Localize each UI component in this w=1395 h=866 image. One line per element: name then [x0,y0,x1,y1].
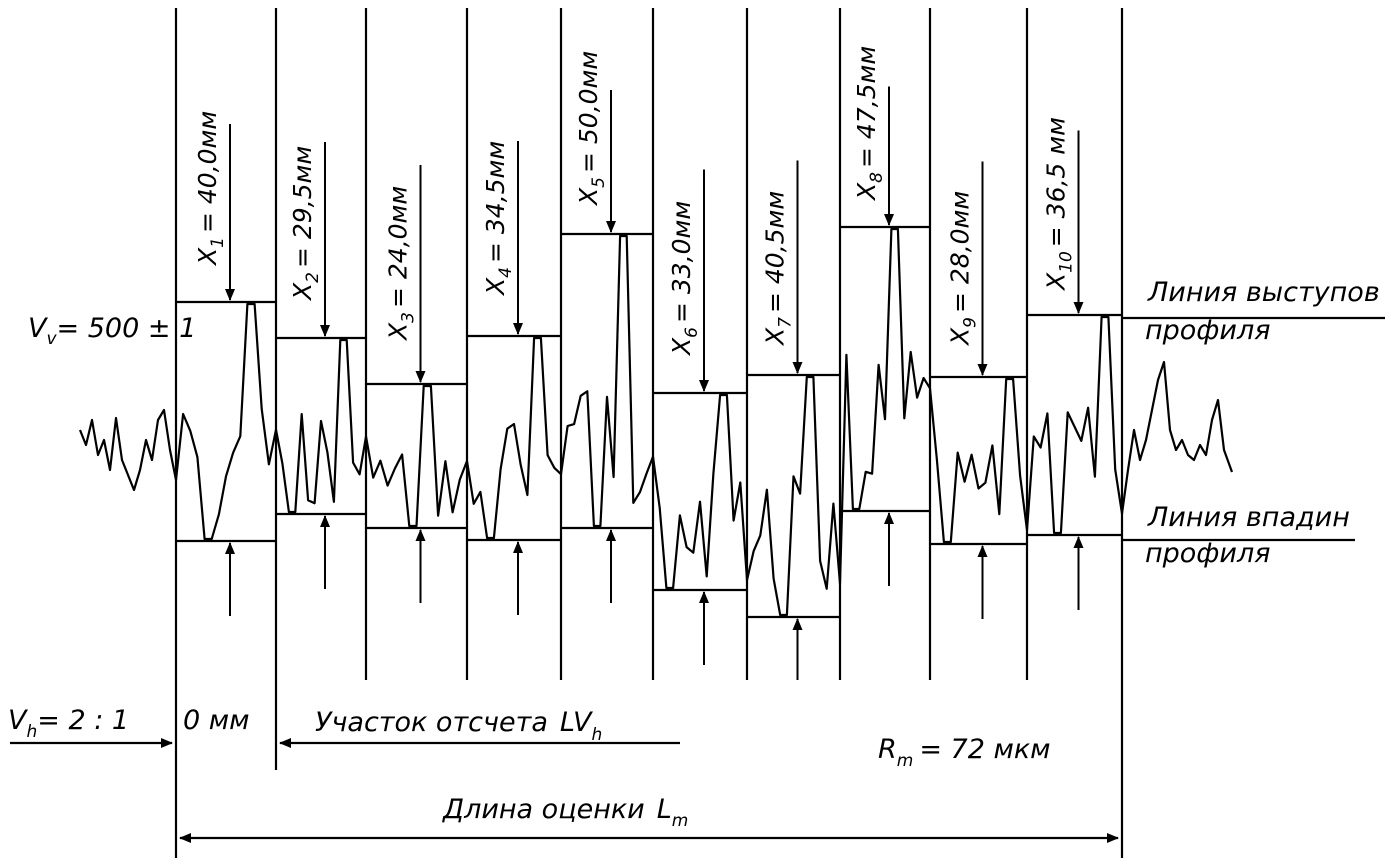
section-grid [10,8,1385,858]
peak-line-label-2: профиля [1145,315,1270,346]
evaluation-length-label: Длина оценки Lm [442,794,688,831]
measurement-label: X4= 34,5мм [481,141,516,297]
measurement-label: X10= 36,5 мм [1042,117,1077,292]
profile-trace [78,227,1234,617]
measurement-arrows [225,86,1084,680]
valley-line-label: Линия впадин [1147,502,1350,533]
measurement-label: X6= 33,0мм [667,201,702,357]
measurement-label: X5= 50,0мм [574,51,609,207]
measurement-label: X8= 47,5мм [852,46,887,202]
rm-label: Rm = 72 мкм [878,734,1051,771]
measurement-label: X2= 29,5мм [288,146,323,302]
zero-mark-label: 0 мм [183,705,250,736]
sampling-section-label: Участок отсчета LVh [315,707,602,745]
measurement-label: X3= 24,0мм [384,186,419,342]
measurement-label: X9= 28,0мм [946,191,981,347]
valley-line-label-2: профиля [1145,538,1270,569]
horizontal-scale-label: Vh= 2 : 1 [8,705,129,742]
measurement-label: X7= 40,5мм [761,191,796,347]
measurement-labels: X1= 40,0мм X2= 29,5мм X3= 24,0мм X4= 34,5мм… [193,46,1077,357]
measurement-label: X1= 40,0мм [193,111,228,267]
profile-line [78,227,1234,617]
vertical-scale-label: Vv= 500 ± 1 [28,313,196,349]
peak-line-label: Линия выступов [1147,277,1380,308]
